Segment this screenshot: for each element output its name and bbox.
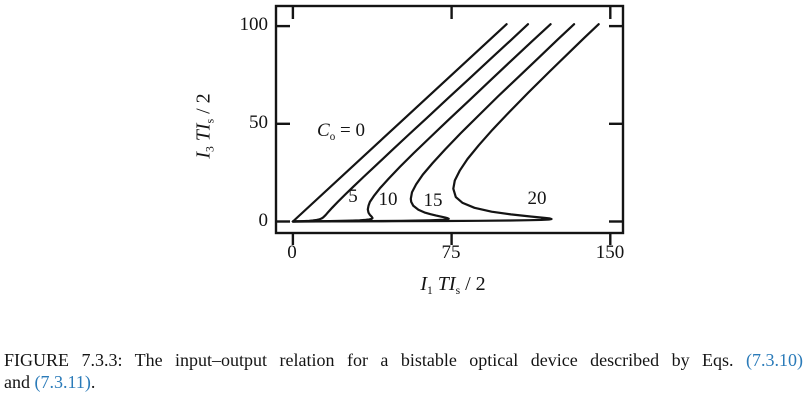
ytick-label-50: 50 — [249, 112, 268, 133]
curve-label-5: 5 — [348, 186, 358, 207]
eq-ref-7-3-10[interactable]: (7.3.10) — [746, 350, 803, 370]
caption-text: The input–output relation for a bistable… — [134, 350, 734, 370]
y-label-numerator: I — [192, 152, 215, 159]
caption-text-and: and — [4, 372, 30, 392]
figure-7-3-3: 100 50 0 0 75 150 I3 TIs / 2 I1 TIs / 2 … — [192, 4, 625, 296]
plot-canvas — [274, 4, 625, 245]
y-label-denominator: TI — [192, 123, 215, 142]
y-label-numerator-sub: 3 — [203, 146, 217, 152]
xtick-label-150: 150 — [595, 242, 625, 263]
curve-C0-20 — [291, 23, 600, 223]
caption-label: FIGURE 7.3.3: — [4, 350, 123, 370]
curve-label-20: 20 — [527, 188, 547, 209]
xtick-label-0: 0 — [287, 242, 297, 263]
caption-line-2: and (7.3.11). — [4, 371, 803, 393]
curve-C0-0 — [291, 23, 508, 223]
x-label-numerator: I — [420, 273, 427, 295]
curve-label-10: 10 — [378, 189, 398, 210]
figure-caption: FIGURE 7.3.3: The input–output relation … — [4, 349, 803, 393]
x-label-denominator-tail: / 2 — [460, 273, 486, 295]
eq-ref-7-3-11[interactable]: (7.3.11) — [34, 372, 91, 392]
ytick-label-0: 0 — [258, 210, 269, 231]
caption-period: . — [90, 372, 96, 392]
y-axis-label: I3 TIs / 2 — [192, 93, 217, 159]
y-label-denominator-sub: s — [203, 118, 217, 124]
plot-frame — [274, 4, 625, 235]
curve-label-c0-equals-0: Co = 0 — [317, 120, 365, 143]
x-axis-label: I1 TIs / 2 — [420, 273, 485, 296]
ytick-label-100: 100 — [239, 14, 269, 35]
x-label-denominator: TI — [437, 273, 456, 295]
caption-line-1: FIGURE 7.3.3: The input–output relation … — [4, 349, 803, 371]
xtick-label-75: 75 — [441, 242, 461, 263]
curve-label-15: 15 — [423, 190, 443, 211]
y-label-denominator-tail: / 2 — [192, 93, 215, 119]
x-label-denominator-sub: s — [455, 284, 461, 298]
x-label-numerator-sub: 1 — [427, 284, 433, 298]
